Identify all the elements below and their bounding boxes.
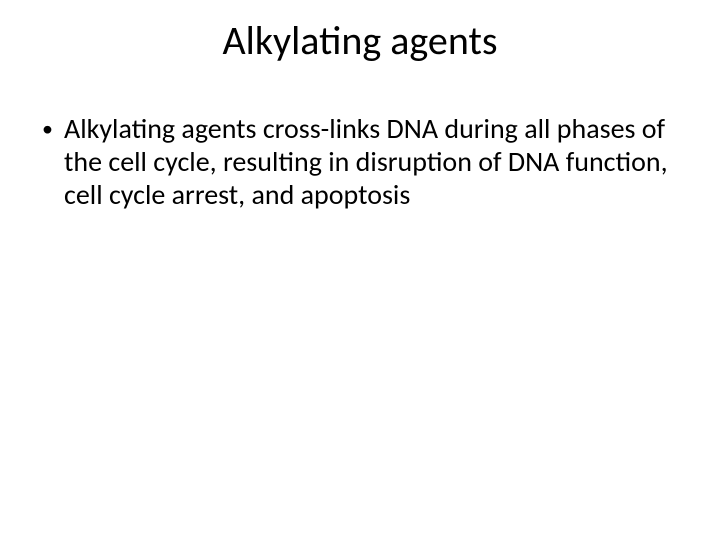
slide: Alkylating agents Alkylating agents cros… (0, 0, 720, 540)
bullet-list: Alkylating agents cross-links DNA during… (36, 112, 680, 211)
slide-title: Alkylating agents (0, 16, 720, 65)
list-item: Alkylating agents cross-links DNA during… (36, 112, 680, 211)
slide-body: Alkylating agents cross-links DNA during… (36, 112, 680, 211)
